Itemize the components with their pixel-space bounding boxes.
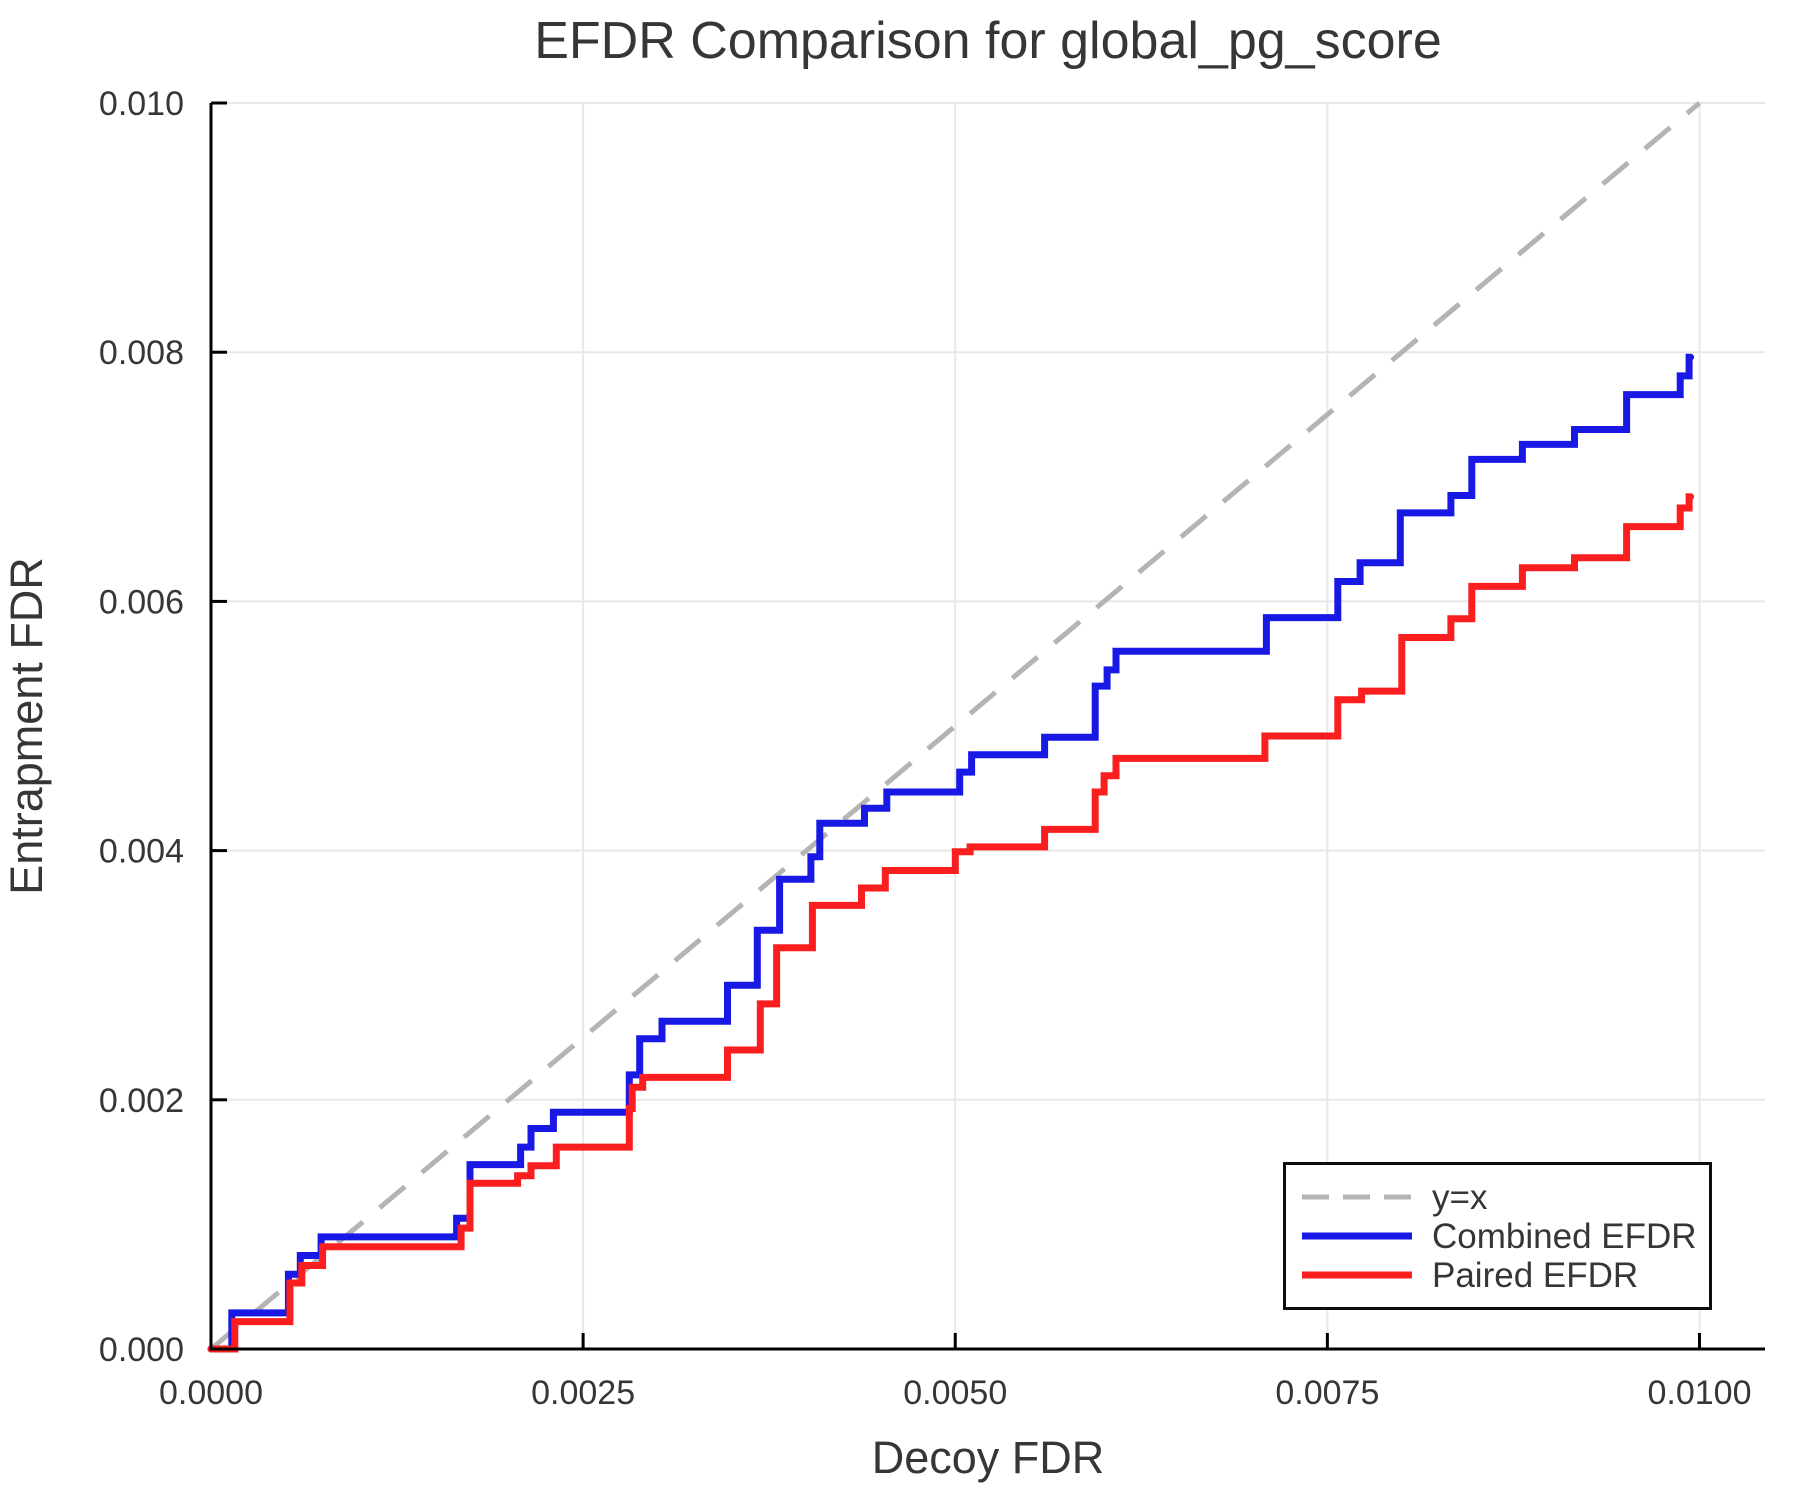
y-axis-label: Entrapment FDR	[1, 557, 52, 895]
y-tick-label: 0.002	[99, 1082, 184, 1120]
legend-item-paired-efdr: Paired EFDR	[1302, 1257, 1709, 1294]
legend-label-identity: y=x	[1432, 1177, 1488, 1217]
legend-item-identity: y=x	[1302, 1179, 1709, 1216]
y-tick-label: 0.008	[99, 334, 184, 372]
paired-efdr-curve	[207, 493, 1695, 1353]
x-axis-label: Decoy FDR	[872, 1432, 1105, 1483]
x-tick-label: 0.0000	[159, 1374, 263, 1412]
x-tick-label: 0.0050	[903, 1374, 1007, 1412]
legend-paired-line-sample	[1302, 1271, 1412, 1279]
identity-line	[209, 101, 1702, 1351]
legend-dashed-line-sample	[1302, 1194, 1412, 1200]
combined-efdr-curve	[207, 353, 1695, 1353]
x-tick-label: 0.0025	[531, 1374, 635, 1412]
legend-label-paired-efdr: Paired EFDR	[1432, 1255, 1639, 1295]
legend: y=x Combined EFDR Paired EFDR	[1283, 1162, 1712, 1310]
series-layer	[207, 101, 1702, 1353]
y-tick-label: 0.004	[99, 833, 184, 871]
legend-label-combined-efdr: Combined EFDR	[1432, 1216, 1697, 1256]
y-tick-label: 0.000	[99, 1331, 184, 1369]
x-tick-label: 0.0075	[1275, 1374, 1379, 1412]
y-tick-label: 0.010	[99, 85, 184, 123]
tick-label-layer: 0.0000 0.0025 0.0050 0.0075 0.0100 0.000 0.002…	[99, 85, 1752, 1412]
chart-title: EFDR Comparison for global_pg_score	[534, 12, 1442, 70]
x-tick-label: 0.0100	[1648, 1374, 1752, 1412]
legend-item-combined-efdr: Combined EFDR	[1302, 1218, 1709, 1255]
grid-layer	[211, 102, 1765, 1349]
axis-layer	[209, 101, 1765, 1351]
y-tick-label: 0.006	[99, 583, 184, 621]
legend-combined-line-sample	[1302, 1232, 1412, 1240]
